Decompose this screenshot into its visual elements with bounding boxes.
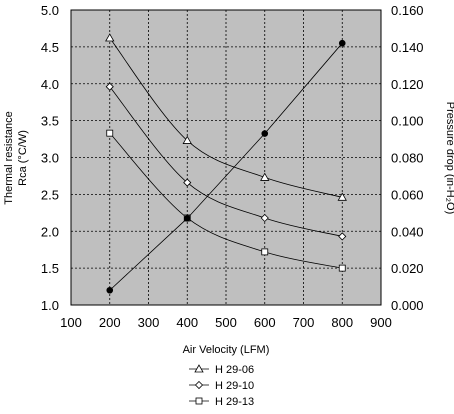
y-right-tick-label: 0.120: [391, 77, 424, 92]
legend-item: H 29-13: [189, 396, 254, 408]
x-tick-label: 100: [60, 315, 82, 330]
series-layer: [105, 33, 347, 294]
x-tick-label: 800: [331, 315, 353, 330]
y-right-tick-label: 0.000: [391, 298, 424, 313]
data-point: [338, 39, 346, 47]
y-left-tick-label: 4.5: [41, 40, 59, 55]
legend-marker: [194, 380, 204, 390]
legend-item: H 29-10: [189, 380, 254, 392]
data-point: [105, 82, 114, 91]
data-point: [260, 213, 269, 223]
data-point: [338, 264, 346, 272]
y-left-tick-label: 3.5: [41, 114, 59, 129]
y-right-tick-label: 0.040: [391, 224, 424, 239]
y-right-tick-label: 0.160: [391, 3, 424, 18]
y-right-tick-label: 0.100: [391, 114, 424, 129]
y-left-tick-label: 2.0: [41, 224, 59, 239]
series-line: [109, 86, 343, 237]
y-right-tick-label: 0.020: [391, 261, 424, 276]
legend-marker: [195, 397, 203, 405]
data-point: [261, 130, 269, 137]
series-line: [109, 132, 343, 269]
y-left-tick-label: 1.0: [41, 298, 59, 313]
plot-border: [70, 9, 382, 306]
legend-item: H 29-06: [189, 364, 254, 376]
legend-label: H 29-06: [215, 364, 254, 376]
data-point: [182, 135, 192, 144]
data-point: [260, 172, 270, 181]
y-left-axis-title-line2: Rca (°C/W): [17, 130, 29, 186]
data-point: [338, 232, 347, 241]
data-point: [337, 192, 347, 201]
y-right-axis-title: Pressure drop (in-H₂O): [444, 102, 454, 214]
x-tick-label: 200: [99, 315, 121, 330]
data-point: [106, 129, 114, 137]
series-1: [105, 33, 347, 201]
x-tick-label: 400: [176, 315, 198, 330]
legend-label: H 29-10: [215, 380, 254, 392]
legend: H 29-06 H 29-10 H 29-13: [189, 364, 254, 408]
y-left-tick-label: 4.0: [41, 77, 59, 92]
y-left-tick-label: 2.5: [41, 187, 59, 202]
x-axis-title: Air Velocity (LFM): [183, 344, 270, 356]
y-left-tick-label: 1.5: [41, 261, 59, 276]
y-left-axis-title-line1: Thermal resistance: [3, 111, 15, 205]
data-point: [261, 248, 269, 256]
legend-marker: [194, 364, 204, 373]
x-tick-label: 900: [370, 315, 392, 330]
series-line: [109, 42, 343, 291]
y-left-tick-label: 5.0: [41, 3, 59, 18]
x-tick-label: 500: [215, 315, 237, 330]
x-tick-label: 700: [293, 315, 315, 330]
series-4: [106, 39, 346, 294]
data-point: [106, 286, 114, 294]
data-point: [105, 33, 115, 42]
series-line: [109, 37, 343, 198]
series-2: [105, 82, 347, 241]
grid: [71, 10, 381, 305]
y-right-tick-label: 0.140: [391, 40, 424, 55]
y-right-tick-label: 0.080: [391, 151, 424, 166]
tick-labels: 100 200 300 400 500 600 700 800 900 1.0 1.5 2.0 2.5 3…: [41, 3, 424, 330]
data-point: [183, 215, 191, 222]
x-tick-label: 300: [138, 315, 160, 330]
y-left-tick-label: 3.0: [41, 151, 59, 166]
x-tick-label: 600: [254, 315, 276, 330]
data-point: [183, 178, 192, 187]
legend-label: H 29-13: [215, 396, 254, 408]
y-right-tick-label: 0.060: [391, 187, 424, 202]
